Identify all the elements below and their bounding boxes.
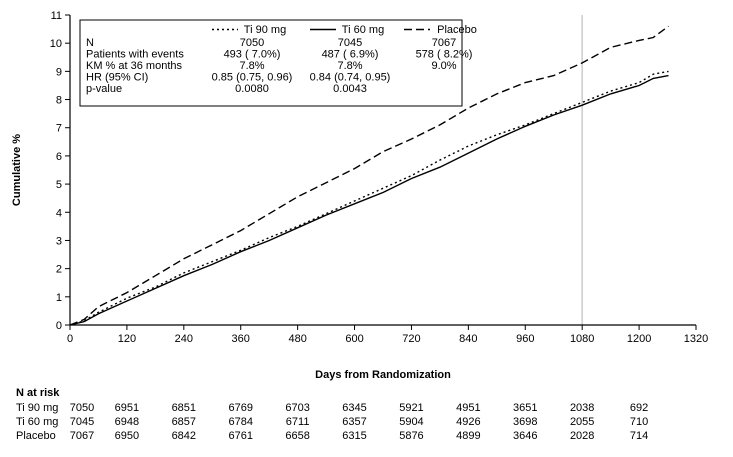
x-axis-title: Days from Randomization <box>315 369 451 381</box>
n-at-risk-value: 3651 <box>513 402 537 414</box>
n-at-risk-value: 692 <box>630 402 648 414</box>
x-tick-label: 0 <box>67 333 73 345</box>
stats-row-label: p-value <box>86 83 122 95</box>
x-tick-label: 1200 <box>627 333 651 345</box>
n-at-risk-value: 7067 <box>70 430 94 442</box>
series-line-placebo <box>69 25 669 326</box>
stats-row-label: Patients with events <box>86 49 184 61</box>
n-at-risk-value: 5904 <box>399 416 423 428</box>
stats-value: 0.85 (0.75, 0.96) <box>212 72 293 84</box>
n-at-risk-value: 6842 <box>172 430 196 442</box>
y-tick-label: 6 <box>56 151 62 163</box>
y-tick-label: 1 <box>56 292 62 304</box>
n-at-risk-value: 7050 <box>70 402 94 414</box>
x-tick-label: 360 <box>232 333 250 345</box>
y-tick-label: 2 <box>56 264 62 276</box>
n-at-risk-value: 2028 <box>570 430 594 442</box>
stats-row-label: N <box>86 37 94 49</box>
n-at-risk-row-label: Ti 90 mg <box>16 402 58 414</box>
n-at-risk-value: 4951 <box>456 402 480 414</box>
stats-row-label: HR (95% CI) <box>86 72 148 84</box>
x-tick-label: 240 <box>175 333 193 345</box>
legend-series-label: Ti 90 mg <box>244 24 286 36</box>
y-tick-label: 11 <box>51 10 62 22</box>
n-at-risk-value: 5876 <box>399 430 423 442</box>
y-tick-label: 9 <box>56 66 62 78</box>
y-tick-label: 8 <box>56 95 62 107</box>
n-at-risk-value: 6857 <box>172 416 196 428</box>
n-at-risk-value: 2038 <box>570 402 594 414</box>
n-at-risk-value: 6357 <box>342 416 366 428</box>
x-tick-label: 720 <box>402 333 420 345</box>
n-at-risk-value: 714 <box>630 430 648 442</box>
stats-value: 487 ( 6.9%) <box>322 49 379 61</box>
y-tick-label: 4 <box>56 207 62 219</box>
n-at-risk-value: 6784 <box>228 416 252 428</box>
stats-value: 9.0% <box>431 60 456 72</box>
stats-value: 0.0043 <box>333 83 367 95</box>
y-tick-label: 10 <box>50 38 62 50</box>
legend-stats-box <box>79 19 463 107</box>
stats-row-label: KM % at 36 months <box>86 60 182 72</box>
n-at-risk-value: 6769 <box>228 402 252 414</box>
n-at-risk-value: 4899 <box>456 430 480 442</box>
stats-value: 7045 <box>338 37 362 49</box>
y-axis-title: Cumulative % <box>11 134 23 206</box>
n-at-risk-value: 6951 <box>115 402 139 414</box>
n-at-risk-row-label: Placebo <box>16 430 56 442</box>
stats-value: 578 ( 8.2%) <box>416 49 473 61</box>
stats-value: 7.8% <box>239 60 264 72</box>
n-at-risk-row-label: Ti 60 mg <box>16 416 58 428</box>
stats-value: 493 ( 7.0%) <box>224 49 281 61</box>
x-tick-label: 1320 <box>684 333 708 345</box>
x-tick-label: 960 <box>516 333 534 345</box>
y-tick-label: 5 <box>56 179 62 191</box>
n-at-risk-value: 4926 <box>456 416 480 428</box>
x-tick-label: 840 <box>459 333 477 345</box>
n-at-risk-value: 6950 <box>115 430 139 442</box>
n-at-risk-value: 6761 <box>228 430 252 442</box>
legend-series-label: Ti 60 mg <box>342 24 384 36</box>
x-tick-label: 1080 <box>570 333 594 345</box>
series-line-ti-60-mg <box>69 74 669 326</box>
n-at-risk-value: 6703 <box>285 402 309 414</box>
n-at-risk-value: 6711 <box>286 416 310 428</box>
y-tick-label: 3 <box>56 235 62 247</box>
legend-series-label: Placebo <box>437 24 477 36</box>
n-at-risk-value: 6851 <box>172 402 196 414</box>
y-tick-label: 7 <box>56 123 62 135</box>
n-at-risk-value: 6948 <box>115 416 139 428</box>
stats-value: 0.0080 <box>235 83 269 95</box>
n-at-risk-value: 7045 <box>70 416 94 428</box>
stats-value: 7050 <box>240 37 264 49</box>
n-at-risk-value: 710 <box>630 416 648 428</box>
n-at-risk-value: 6658 <box>285 430 309 442</box>
n-at-risk-title: N at risk <box>16 387 60 399</box>
n-at-risk-value: 3698 <box>513 416 537 428</box>
n-at-risk-value: 2055 <box>570 416 594 428</box>
n-at-risk-value: 6315 <box>342 430 366 442</box>
x-tick-label: 120 <box>118 333 136 345</box>
series-line-ti-90-mg <box>69 70 669 326</box>
y-tick-label: 0 <box>56 320 62 332</box>
n-at-risk-value: 3646 <box>513 430 537 442</box>
stats-value: 7067 <box>432 37 456 49</box>
stats-value: 7.8% <box>337 60 362 72</box>
n-at-risk-value: 6345 <box>342 402 366 414</box>
stats-value: 0.84 (0.74, 0.95) <box>310 72 391 84</box>
x-tick-label: 600 <box>345 333 363 345</box>
n-at-risk-value: 5921 <box>399 402 423 414</box>
x-tick-label: 480 <box>288 333 306 345</box>
